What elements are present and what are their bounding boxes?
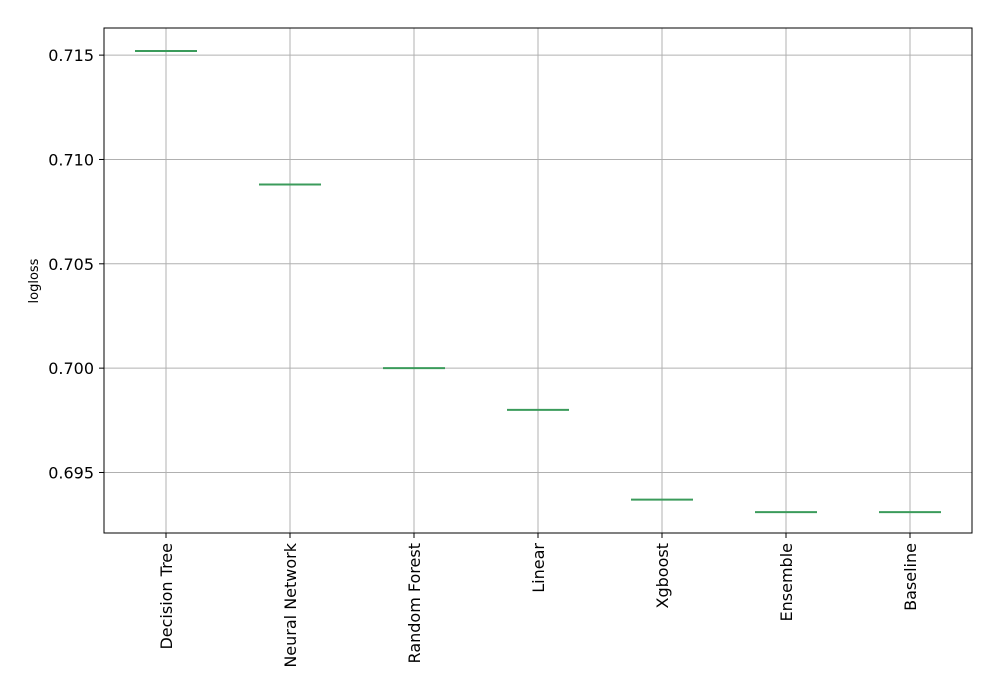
x-tick-label: Decision Tree xyxy=(157,543,176,650)
y-axis-label: logloss xyxy=(27,258,42,303)
x-tick-label: Neural Network xyxy=(281,542,300,667)
marks-layer xyxy=(135,49,941,514)
x-tick-label: Baseline xyxy=(901,543,920,611)
y-tick-label: 0.715 xyxy=(48,46,94,65)
x-tick-label: Ensemble xyxy=(777,543,796,621)
y-tick-label: 0.695 xyxy=(48,463,94,482)
x-tick-label: Xgboost xyxy=(653,543,672,608)
axes-layer: 0.695 0.700 0.705 0.710 0.715 Decision Tree Ne… xyxy=(48,27,973,668)
y-tick-label: 0.705 xyxy=(48,255,94,274)
grid-layer xyxy=(104,28,972,533)
plot-frame xyxy=(103,27,973,534)
y-tick-label: 0.700 xyxy=(48,359,94,378)
y-tick-label: 0.710 xyxy=(48,150,94,169)
x-tick-label: Random Forest xyxy=(405,543,424,663)
x-tick-label: Linear xyxy=(529,543,548,593)
